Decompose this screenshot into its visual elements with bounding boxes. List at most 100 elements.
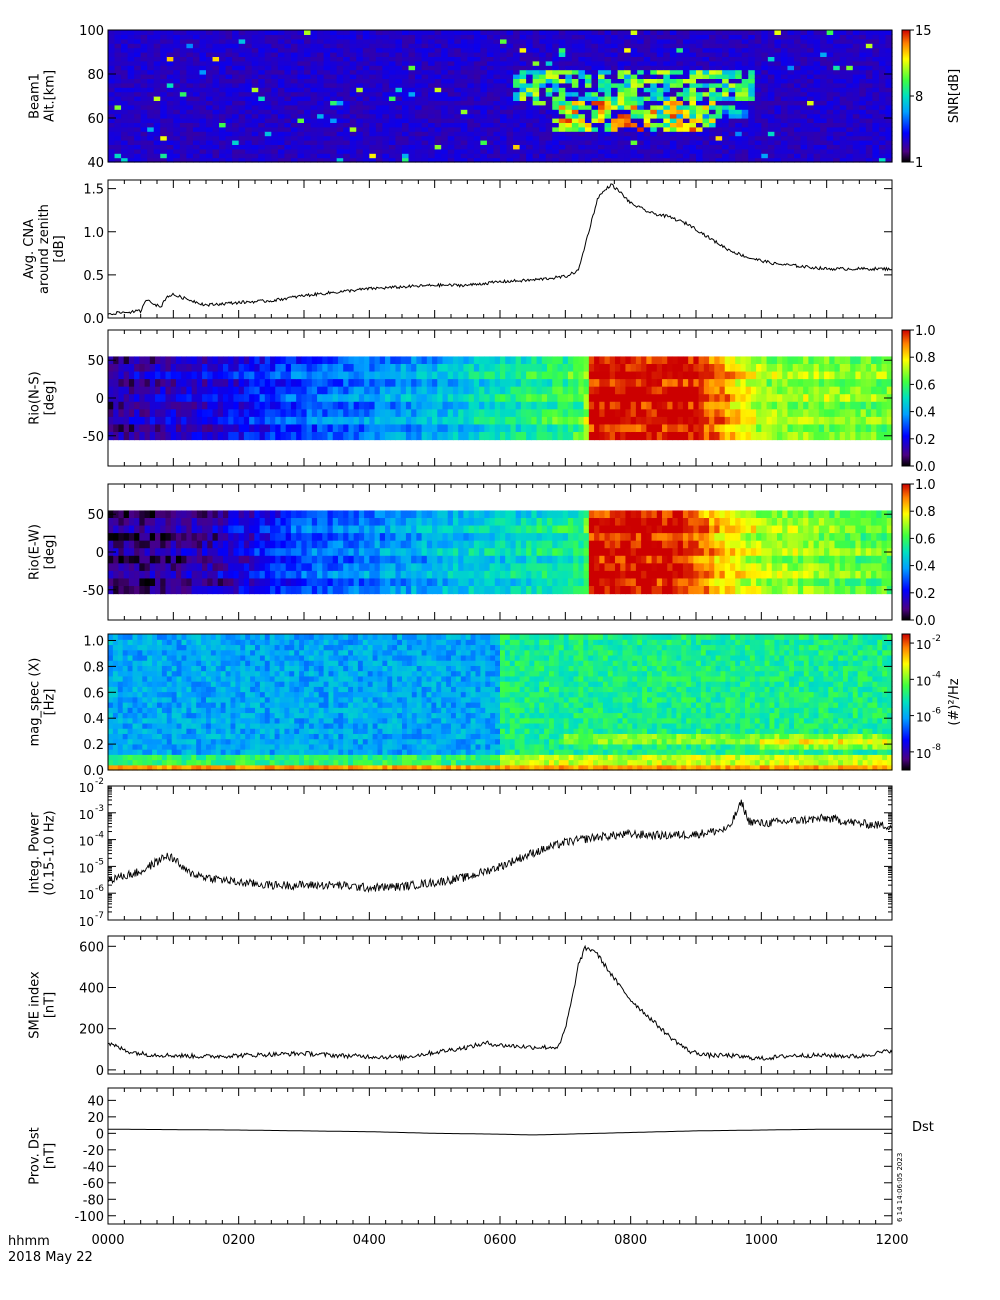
heatmap-cell — [212, 386, 219, 395]
heatmap-cell — [228, 379, 235, 388]
heatmap-cell — [689, 65, 697, 71]
heatmap-cell — [584, 69, 593, 75]
heatmap-cell — [219, 60, 227, 66]
heatmap-cell — [222, 379, 229, 388]
heatmap-cell — [584, 47, 593, 53]
heatmap-cell — [702, 113, 710, 119]
heatmap-cell — [280, 356, 287, 365]
heatmap-cell — [277, 34, 285, 40]
heatmap-cell — [557, 394, 564, 403]
heatmap-cell — [486, 157, 495, 163]
heatmap-cell — [369, 47, 377, 53]
heatmap-cell — [144, 394, 151, 403]
heatmap-cell — [415, 140, 423, 145]
heatmap-cell — [128, 432, 135, 441]
heatmap-cell — [310, 122, 318, 128]
heatmap-cell — [578, 56, 586, 62]
heatmap-cell — [369, 113, 377, 119]
heatmap-cell — [323, 43, 331, 49]
heatmap-cell — [500, 113, 508, 119]
heatmap-cell — [583, 386, 590, 395]
heatmap-cell — [761, 87, 769, 93]
heatmap-cell — [343, 109, 351, 115]
heatmap-cell — [709, 38, 717, 44]
heatmap-cell — [513, 118, 521, 123]
heatmap-cell — [526, 148, 534, 154]
heatmap-cell — [505, 386, 512, 395]
heatmap-cell — [228, 371, 235, 380]
heatmap-cell — [852, 153, 860, 159]
heatmap-cell — [552, 43, 560, 49]
heatmap-cell — [434, 69, 442, 75]
heatmap-cell — [140, 148, 148, 154]
heatmap-cell — [833, 144, 841, 150]
heatmap-cell — [395, 144, 403, 150]
heatmap-cell — [486, 140, 495, 145]
heatmap-cell — [611, 157, 619, 163]
heatmap-cell — [147, 135, 155, 141]
heatmap-cell — [353, 424, 360, 433]
heatmap-cell — [650, 78, 658, 84]
heatmap-cell — [656, 91, 664, 97]
heatmap-cell — [807, 30, 815, 35]
heatmap-cell — [121, 78, 129, 84]
heatmap-cell — [147, 91, 155, 97]
heatmap-cell — [643, 91, 651, 97]
heatmap-cell — [650, 52, 658, 57]
heatmap-cell — [358, 416, 365, 426]
heatmap-cell — [166, 52, 174, 57]
heatmap-cell — [199, 104, 207, 110]
heatmap-cell — [676, 118, 684, 123]
heatmap-cell — [251, 140, 259, 145]
heatmap-cell — [754, 82, 762, 88]
heatmap-cell — [715, 140, 723, 145]
heatmap-cell — [598, 34, 606, 40]
heatmap-cell — [228, 364, 235, 373]
heatmap-cell — [408, 157, 416, 163]
heatmap-cell — [552, 91, 560, 97]
heatmap-cell — [865, 96, 873, 101]
heatmap-cell — [846, 131, 854, 137]
heatmap-cell — [330, 69, 338, 75]
heatmap-cell — [432, 386, 438, 395]
heatmap-cell — [245, 122, 253, 128]
heatmap-cell — [447, 113, 455, 119]
heatmap-cell — [500, 148, 508, 154]
heatmap-cell — [545, 144, 553, 150]
heatmap-cell — [689, 38, 697, 44]
heatmap-cell — [754, 148, 762, 154]
heatmap-cell — [362, 113, 370, 119]
heatmap-cell — [421, 74, 429, 79]
heatmap-cell — [327, 379, 334, 388]
heatmap-cell — [486, 113, 495, 119]
heatmap-cell — [558, 113, 566, 119]
heatmap-cell — [865, 47, 873, 53]
heatmap-cell — [181, 424, 187, 433]
heatmap-cell — [611, 113, 619, 119]
heatmap-cell — [722, 38, 730, 44]
heatmap-cell — [447, 52, 455, 57]
heatmap-cell — [153, 43, 161, 49]
heatmap-cell — [108, 56, 116, 62]
heatmap-cell — [323, 131, 331, 137]
heatmap-cell — [186, 74, 194, 79]
heatmap-cell — [290, 122, 299, 128]
heatmap-cell — [284, 126, 292, 132]
heatmap-cell — [787, 135, 795, 141]
heatmap-cell — [872, 118, 880, 123]
heatmap-cell — [356, 113, 364, 119]
heatmap-cell — [134, 74, 142, 79]
heatmap-cell — [637, 144, 645, 150]
heatmap-cell — [400, 379, 407, 388]
heatmap-cell — [599, 394, 606, 403]
heatmap-cell — [637, 78, 645, 84]
heatmap-cell — [562, 371, 569, 380]
heatmap-cell — [656, 60, 664, 66]
heatmap-cell — [839, 109, 847, 115]
heatmap-cell — [748, 52, 756, 57]
heatmap-cell — [297, 87, 305, 93]
heatmap-cell — [578, 424, 585, 433]
heatmap-cell — [421, 56, 429, 62]
heatmap-cell — [280, 416, 287, 426]
heatmap-cell — [532, 126, 540, 132]
